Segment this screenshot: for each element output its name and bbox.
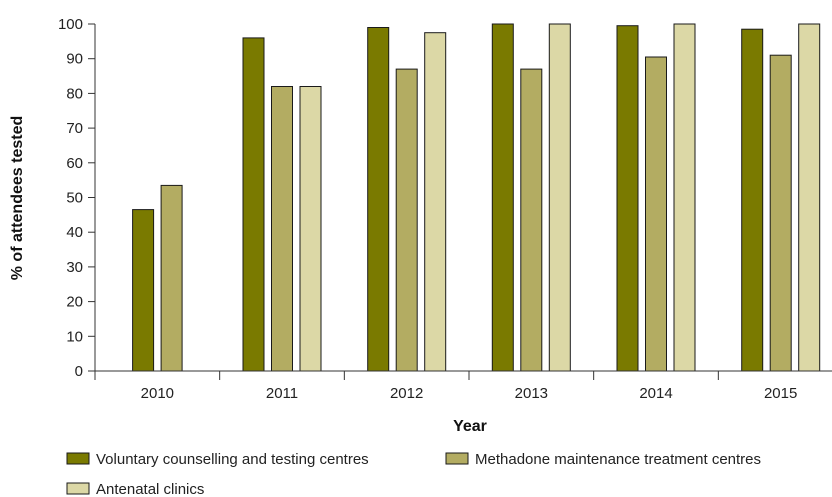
x-tick-label: 2011 <box>266 385 298 402</box>
y-tick-label: 70 <box>66 120 83 137</box>
y-tick-label: 40 <box>66 224 83 241</box>
bar-2010-series-1 <box>132 209 155 372</box>
bar-2014-series-1 <box>616 25 639 372</box>
y-tick-label: 80 <box>66 85 83 102</box>
legend-label: Antenatal clinics <box>96 481 204 497</box>
bar-2011-series-1 <box>242 37 265 372</box>
bar-2013-series-2 <box>520 68 543 372</box>
y-tick-label: 0 <box>75 363 83 380</box>
x-axis-title: Year <box>453 418 487 435</box>
bar-2011-series-2 <box>271 86 293 372</box>
bar-2015-series-1 <box>741 28 764 372</box>
bar-2014-series-3 <box>673 23 696 372</box>
legend: Voluntary counselling and testing centre… <box>66 451 761 497</box>
bar-2012-series-1 <box>367 27 390 372</box>
legend-label: Voluntary counselling and testing centre… <box>96 451 369 468</box>
bar-2015-series-2 <box>769 54 792 372</box>
y-axis-title: % of attendees tested <box>9 116 26 280</box>
y-tick-label: 20 <box>66 294 83 311</box>
x-tick-label: 2010 <box>141 385 174 402</box>
y-tick-label: 50 <box>66 190 83 207</box>
bar-2013-series-1 <box>491 23 514 372</box>
x-axis: 2010 2011 2012 2013 2014 2015 <box>94 370 832 402</box>
x-tick-label: 2012 <box>390 385 423 402</box>
y-tick-label: 10 <box>66 328 83 345</box>
legend-label: Methadone maintenance treatment centres <box>475 451 761 468</box>
x-tick-label: 2014 <box>639 385 672 402</box>
y-tick-label: 100 <box>58 16 83 33</box>
bar-2013-series-3 <box>548 23 571 372</box>
x-tick-label: 2015 <box>764 385 797 402</box>
bar-2015-series-3 <box>798 23 821 372</box>
y-axis: 0 10 20 30 40 50 60 70 80 90 100 <box>58 16 96 380</box>
legend-swatch <box>66 482 90 495</box>
bar-2012-series-3 <box>424 32 447 372</box>
bars-group <box>132 23 821 372</box>
y-tick-label: 30 <box>66 259 83 276</box>
legend-swatch <box>445 452 469 465</box>
bar-2012-series-2 <box>395 68 418 372</box>
bar-2014-series-2 <box>645 56 667 372</box>
legend-swatch <box>66 452 90 465</box>
x-tick-label: 2013 <box>515 385 548 402</box>
y-tick-label: 90 <box>66 51 83 68</box>
bar-2011-series-3 <box>299 86 322 372</box>
y-tick-label: 60 <box>66 155 83 172</box>
bar-2010-series-2 <box>160 184 183 372</box>
